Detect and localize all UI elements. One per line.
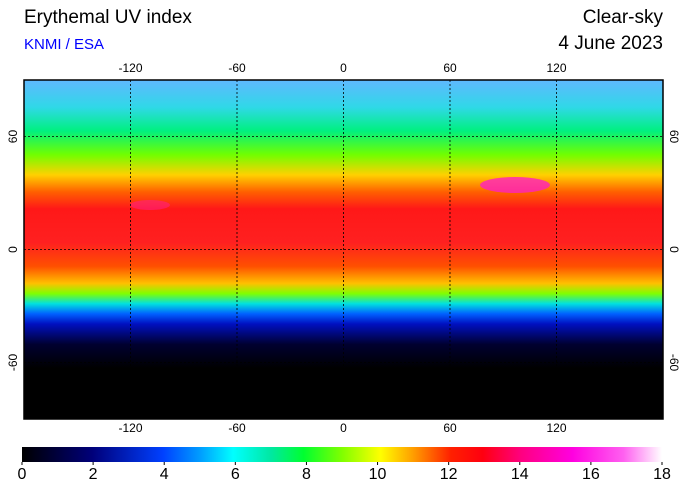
lon-label-bottom: 120 xyxy=(546,421,566,435)
condition: Clear-sky xyxy=(583,7,664,28)
colorbar-label: 8 xyxy=(302,466,311,483)
lat-label-right: 60 xyxy=(667,130,681,144)
lon-label-bottom: -60 xyxy=(228,421,246,435)
lon-label-bottom: 0 xyxy=(340,421,347,435)
lon-label-bottom: 60 xyxy=(443,421,457,435)
lat-label-right: -60 xyxy=(667,354,681,372)
colorbar-label: 14 xyxy=(511,466,529,483)
date: 4 June 2023 xyxy=(558,33,663,54)
colorbar-label: 12 xyxy=(440,466,458,483)
lon-label-top: -120 xyxy=(118,61,142,75)
lon-label-top: 120 xyxy=(546,61,566,75)
colorbar-label: 18 xyxy=(653,466,671,483)
source: KNMI / ESA xyxy=(24,36,104,53)
colorbar xyxy=(22,447,662,462)
colorbar-label: 10 xyxy=(369,466,387,483)
colorbar-label: 6 xyxy=(231,466,240,483)
colorbar-label: 2 xyxy=(89,466,98,483)
lat-label-left: 0 xyxy=(6,246,20,253)
uv-hotspot xyxy=(480,177,550,193)
lon-label-top: -60 xyxy=(228,61,246,75)
lon-label-top: 0 xyxy=(340,61,347,75)
colorbar-label: 4 xyxy=(160,466,169,483)
lon-label-bottom: -120 xyxy=(118,421,142,435)
lon-label-top: 60 xyxy=(443,61,457,75)
colorbar-label: 16 xyxy=(582,466,600,483)
uv-hotspot xyxy=(130,200,170,210)
lat-label-left: -60 xyxy=(6,354,20,372)
lat-label-right: 0 xyxy=(667,246,681,253)
map-frame xyxy=(23,79,664,420)
colorbar-label: 0 xyxy=(18,466,27,483)
title: Erythemal UV index xyxy=(24,7,192,28)
lat-label-left: 60 xyxy=(6,130,20,144)
